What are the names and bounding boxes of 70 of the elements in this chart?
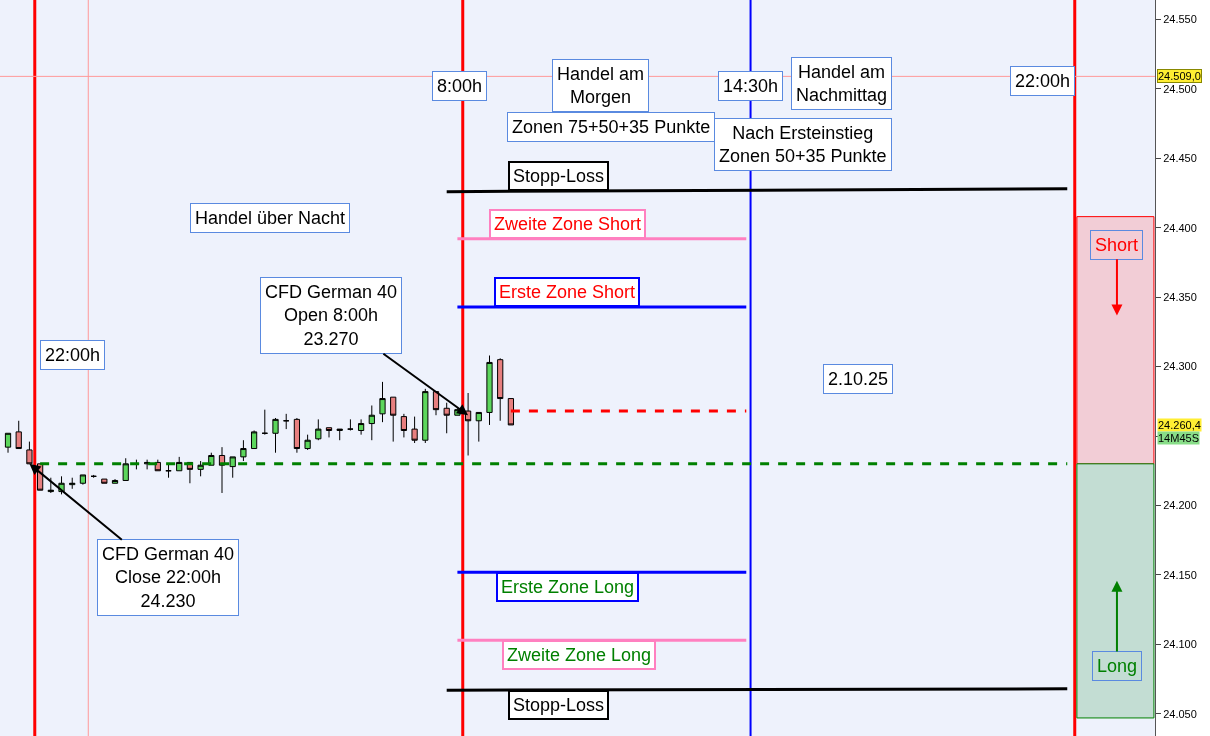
candlestick <box>69 477 76 490</box>
y-tick-label: 24.200 <box>1163 499 1197 512</box>
candlestick <box>336 428 343 441</box>
band-label: Short <box>1095 235 1139 255</box>
candlestick <box>443 402 450 434</box>
candlestick <box>390 396 397 443</box>
candlestick <box>486 355 493 426</box>
candlestick <box>15 420 22 450</box>
text: 24.260,4 <box>1158 419 1201 431</box>
candlestick <box>347 418 354 431</box>
candlestick <box>304 434 311 451</box>
candlestick <box>111 478 119 484</box>
candlestick <box>197 460 204 477</box>
y-tick-label: 24.100 <box>1163 638 1197 651</box>
candlestick <box>122 457 129 481</box>
y-tick-label: 24.150 <box>1163 568 1197 581</box>
annotation: 2.10.25 <box>828 369 889 389</box>
candlestick <box>293 417 301 454</box>
candlestick <box>411 416 418 444</box>
annotation: 14:30h <box>723 76 779 96</box>
annotation: 8:00h <box>437 76 483 96</box>
candlestick <box>272 417 279 454</box>
candlestick <box>4 432 12 454</box>
candlestick <box>261 409 268 436</box>
annotation: Handel über Nacht <box>195 208 346 228</box>
y-tick-label: 24.500 <box>1163 82 1197 95</box>
annotation: CFD German 40 Open 8:00h 23.270 <box>265 282 398 349</box>
candlestick <box>325 427 333 438</box>
y-tick-label: 24.550 <box>1163 13 1197 26</box>
annotation: Handel am Nachmittag <box>796 62 888 106</box>
y-tick-label: 24.300 <box>1163 360 1197 373</box>
candlestick <box>497 357 504 422</box>
annotation: 22:00h <box>45 345 101 365</box>
annotation: Zonen 75+50+35 Punkte <box>512 117 711 137</box>
candlestick <box>79 474 87 486</box>
candlestick <box>133 459 140 470</box>
candlestick <box>422 388 429 444</box>
text: 14M45S <box>1158 432 1199 444</box>
candlestick <box>250 429 258 450</box>
y-tick-label: 24.350 <box>1163 291 1197 304</box>
y-tick-label: 24.450 <box>1163 152 1197 165</box>
candlestick <box>379 381 386 423</box>
annotation: Nach Ersteinstieg Zonen 50+35 Punkte <box>719 123 887 167</box>
candlestick <box>400 413 408 438</box>
series-label: Zweite Zone Long <box>507 645 652 665</box>
series-label: Zweite Zone Short <box>494 214 642 234</box>
series-label: Stopp-Loss <box>513 166 605 186</box>
candlestick <box>47 477 54 494</box>
candlestick <box>240 439 247 462</box>
candlestick <box>165 463 172 479</box>
candlestick <box>283 413 290 430</box>
series-label: Stopp-Loss <box>513 695 605 715</box>
candlestick <box>101 478 108 484</box>
candlestick <box>315 418 322 441</box>
candlestick <box>229 456 236 479</box>
series-label: Erste Zone Long <box>501 577 635 597</box>
candlestick <box>475 411 482 443</box>
ref-line-label: 24.509,0 <box>1158 70 1201 82</box>
candlestick <box>90 474 97 479</box>
candlestick <box>368 404 375 441</box>
y-tick-label: 24.050 <box>1163 707 1197 720</box>
annotation: 22:00h <box>1015 71 1071 91</box>
candlestick <box>357 418 365 436</box>
candlestick <box>507 398 515 426</box>
candlestick <box>176 456 183 472</box>
band-label: Long <box>1097 656 1138 676</box>
y-tick-label: 24.400 <box>1163 221 1197 234</box>
annotation: Handel am Morgen <box>557 64 645 108</box>
series-label: Erste Zone Short <box>499 282 636 302</box>
annotation: CFD German 40 Close 22:00h 24.230 <box>102 544 235 611</box>
